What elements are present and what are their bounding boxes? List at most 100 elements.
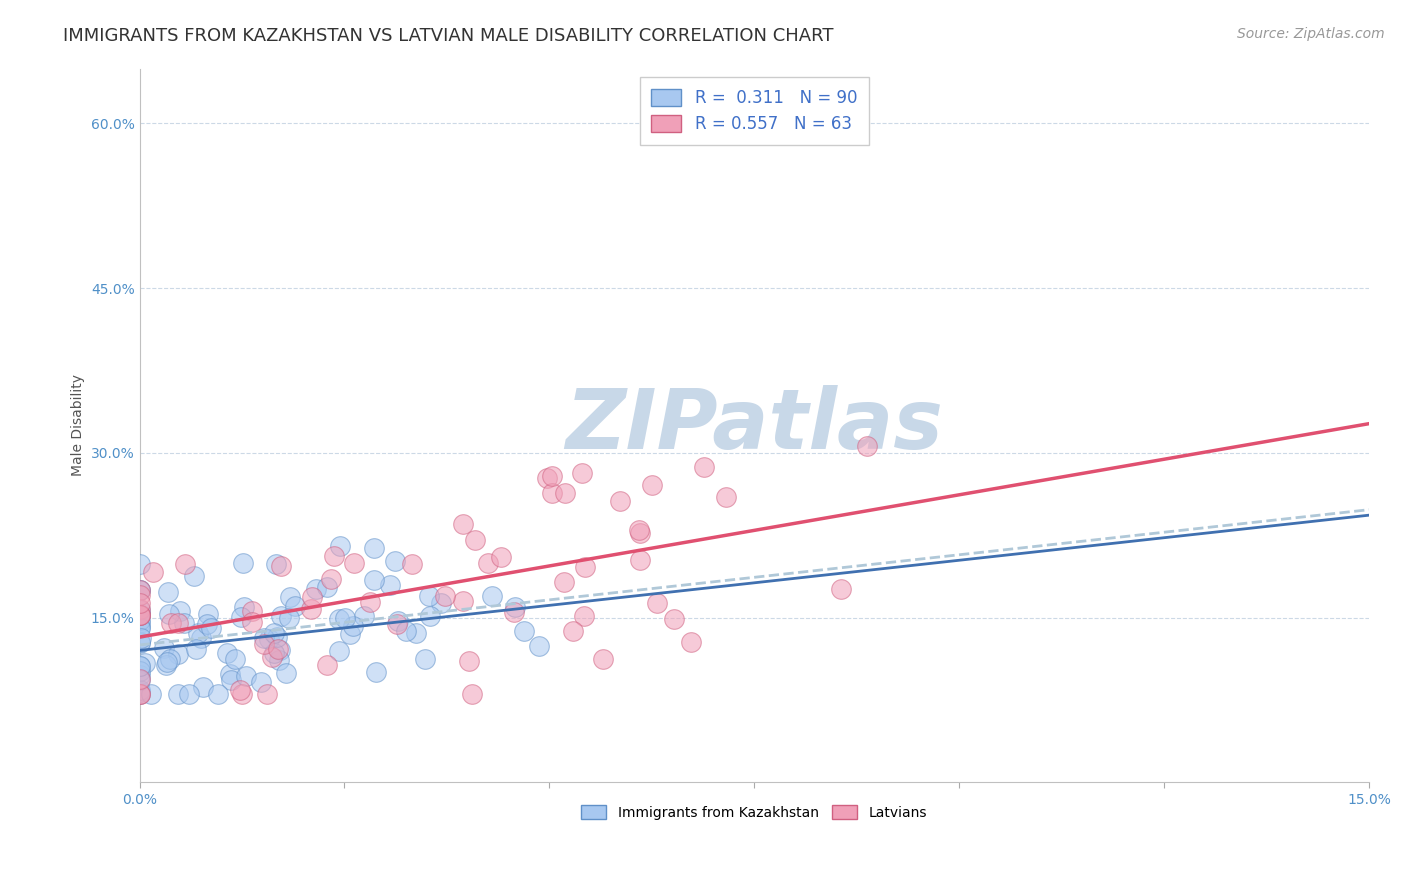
Point xyxy=(266,630,288,644)
Point xyxy=(128,583,150,598)
Point xyxy=(540,486,562,500)
Point xyxy=(319,572,342,586)
Point xyxy=(359,594,381,608)
Point xyxy=(394,624,416,638)
Point xyxy=(128,614,150,628)
Point xyxy=(267,641,290,656)
Point xyxy=(263,646,285,660)
Point xyxy=(434,589,457,603)
Point xyxy=(536,471,558,485)
Point xyxy=(128,688,150,702)
Point xyxy=(155,657,177,672)
Point xyxy=(129,631,152,645)
Point xyxy=(253,631,276,645)
Point xyxy=(232,599,254,614)
Point xyxy=(277,611,299,625)
Point xyxy=(662,612,685,626)
Point xyxy=(228,683,250,698)
Point xyxy=(628,525,651,540)
Point xyxy=(215,646,238,660)
Text: Source: ZipAtlas.com: Source: ZipAtlas.com xyxy=(1237,27,1385,41)
Point xyxy=(363,541,385,555)
Point xyxy=(562,624,585,638)
Point xyxy=(128,608,150,623)
Point xyxy=(458,654,481,668)
Point xyxy=(553,575,575,590)
Point xyxy=(489,549,512,564)
Point xyxy=(574,559,596,574)
Point xyxy=(378,578,401,592)
Point xyxy=(128,635,150,649)
Point xyxy=(401,557,423,571)
Point xyxy=(609,493,631,508)
Point xyxy=(353,609,375,624)
Point xyxy=(503,600,526,615)
Point xyxy=(693,459,716,474)
Point xyxy=(128,673,150,688)
Point xyxy=(554,486,576,500)
Point xyxy=(451,516,474,531)
Point xyxy=(647,596,669,610)
Point xyxy=(405,626,427,640)
Point xyxy=(270,558,292,573)
Point xyxy=(263,625,285,640)
Point xyxy=(679,635,702,649)
Point xyxy=(856,439,879,453)
Point xyxy=(128,658,150,673)
Point xyxy=(169,604,191,618)
Point xyxy=(128,636,150,650)
Point xyxy=(253,638,276,652)
Point xyxy=(274,665,297,680)
Point xyxy=(387,615,409,629)
Point xyxy=(207,688,229,702)
Point xyxy=(200,621,222,635)
Point xyxy=(342,619,364,633)
Point xyxy=(299,601,322,615)
Point xyxy=(128,582,150,597)
Point xyxy=(284,599,307,614)
Point xyxy=(191,680,214,694)
Point xyxy=(571,467,593,481)
Point xyxy=(128,682,150,697)
Point xyxy=(235,669,257,683)
Point xyxy=(142,565,165,579)
Point xyxy=(460,688,482,702)
Point xyxy=(502,605,524,619)
Point xyxy=(128,667,150,681)
Point xyxy=(197,607,219,621)
Point xyxy=(128,596,150,610)
Point xyxy=(128,608,150,623)
Point xyxy=(128,602,150,616)
Point xyxy=(128,607,150,622)
Point xyxy=(278,590,301,604)
Point xyxy=(714,490,737,504)
Point xyxy=(128,588,150,602)
Point xyxy=(128,664,150,678)
Point xyxy=(167,616,190,631)
Point xyxy=(128,621,150,635)
Point xyxy=(363,573,385,587)
Point xyxy=(541,469,564,483)
Point xyxy=(128,620,150,634)
Point xyxy=(830,582,852,596)
Point xyxy=(240,615,263,630)
Point xyxy=(481,590,503,604)
Point xyxy=(187,626,209,640)
Point xyxy=(628,523,651,537)
Point xyxy=(301,590,323,604)
Point xyxy=(173,616,195,631)
Point xyxy=(267,652,290,666)
Point xyxy=(156,585,179,599)
Point xyxy=(128,557,150,571)
Point xyxy=(195,617,218,632)
Point xyxy=(128,607,150,622)
Point xyxy=(430,596,453,610)
Point xyxy=(451,594,474,608)
Point xyxy=(328,612,350,626)
Point xyxy=(240,604,263,618)
Point xyxy=(269,643,291,657)
Point xyxy=(218,666,240,681)
Point xyxy=(128,603,150,617)
Point xyxy=(157,607,180,622)
Point xyxy=(250,675,273,690)
